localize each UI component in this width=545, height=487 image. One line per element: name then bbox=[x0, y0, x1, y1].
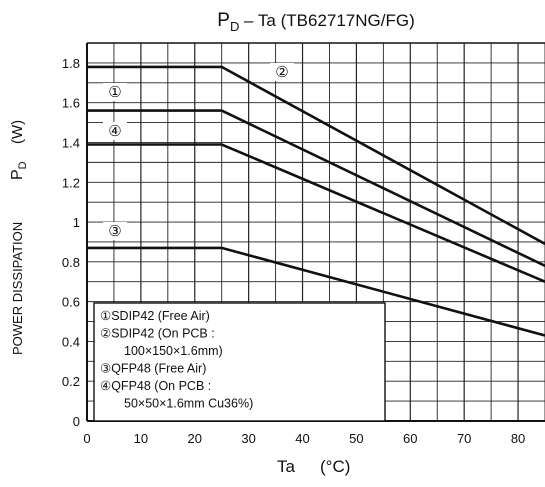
x-tick-label: 60 bbox=[403, 431, 417, 446]
series-line bbox=[87, 65, 545, 246]
series-label-bg bbox=[103, 122, 127, 140]
series-line bbox=[87, 143, 545, 283]
legend-entry: ②SDIP42 (On PCB : bbox=[100, 327, 215, 341]
x-axis-unit: (°C) bbox=[320, 457, 350, 476]
y-tick-label: 0.8 bbox=[62, 255, 80, 270]
y-tick-label: 1.2 bbox=[62, 175, 80, 190]
y-axis-label: POWER DISSIPATION bbox=[10, 222, 25, 355]
y-axis-symbol: PD bbox=[9, 161, 29, 180]
tick-labels: 0 10 20 30 40 50 60 70 80 0 0.2 0.4 0.6 0.8 1 1.2 1.4 1.6… bbox=[62, 56, 525, 446]
x-tick-label: 20 bbox=[188, 431, 202, 446]
series-label-bg bbox=[103, 222, 127, 240]
legend-entry: 50×50×1.6mm Cu36%) bbox=[124, 397, 253, 411]
y-tick-label: 0.6 bbox=[62, 295, 80, 310]
legend bbox=[93, 302, 386, 422]
x-tick-label: 0 bbox=[83, 431, 90, 446]
series-lines bbox=[87, 65, 545, 337]
x-tick-label: 50 bbox=[349, 431, 363, 446]
x-tick-label: 70 bbox=[457, 431, 471, 446]
series-label: ③ bbox=[108, 222, 121, 240]
legend-entry: ①SDIP42 (Free Air) bbox=[100, 309, 210, 323]
y-tick-label: 0.4 bbox=[62, 334, 80, 349]
x-tick-label: 80 bbox=[511, 431, 525, 446]
y-tick-label: 0.2 bbox=[62, 374, 80, 389]
x-tick-label: 40 bbox=[295, 431, 309, 446]
y-tick-label: 1.8 bbox=[62, 56, 80, 71]
series-labels: ① ② ③ ④ bbox=[103, 63, 294, 240]
x-tick-label: 10 bbox=[134, 431, 148, 446]
legend-entry: ③QFP48 (Free Air) bbox=[100, 362, 206, 376]
series-line bbox=[87, 109, 545, 267]
legend-entry: ④QFP48 (On PCB : bbox=[100, 379, 211, 393]
series-label-bg bbox=[103, 83, 127, 101]
series-label: ① bbox=[108, 83, 121, 101]
series-label-bg bbox=[270, 63, 294, 81]
x-axis-label: Ta bbox=[277, 457, 296, 476]
y-tick-label: 1.6 bbox=[62, 96, 80, 111]
chart-title: PD – Ta (TB62717NG/FG) bbox=[217, 10, 415, 34]
x-tick-label: 30 bbox=[241, 431, 255, 446]
series-label: ② bbox=[275, 63, 288, 81]
y-tick-label: 0 bbox=[73, 414, 80, 429]
y-tick-label: 1 bbox=[73, 215, 80, 230]
series-label: ④ bbox=[108, 122, 121, 140]
legend-entry: 100×150×1.6mm) bbox=[124, 344, 223, 358]
y-axis-unit: (W) bbox=[9, 120, 26, 144]
series-line bbox=[87, 246, 545, 337]
legend-items: ①SDIP42 (Free Air) ②SDIP42 (On PCB : 100×1… bbox=[100, 309, 253, 411]
y-tick-label: 1.4 bbox=[62, 135, 80, 150]
